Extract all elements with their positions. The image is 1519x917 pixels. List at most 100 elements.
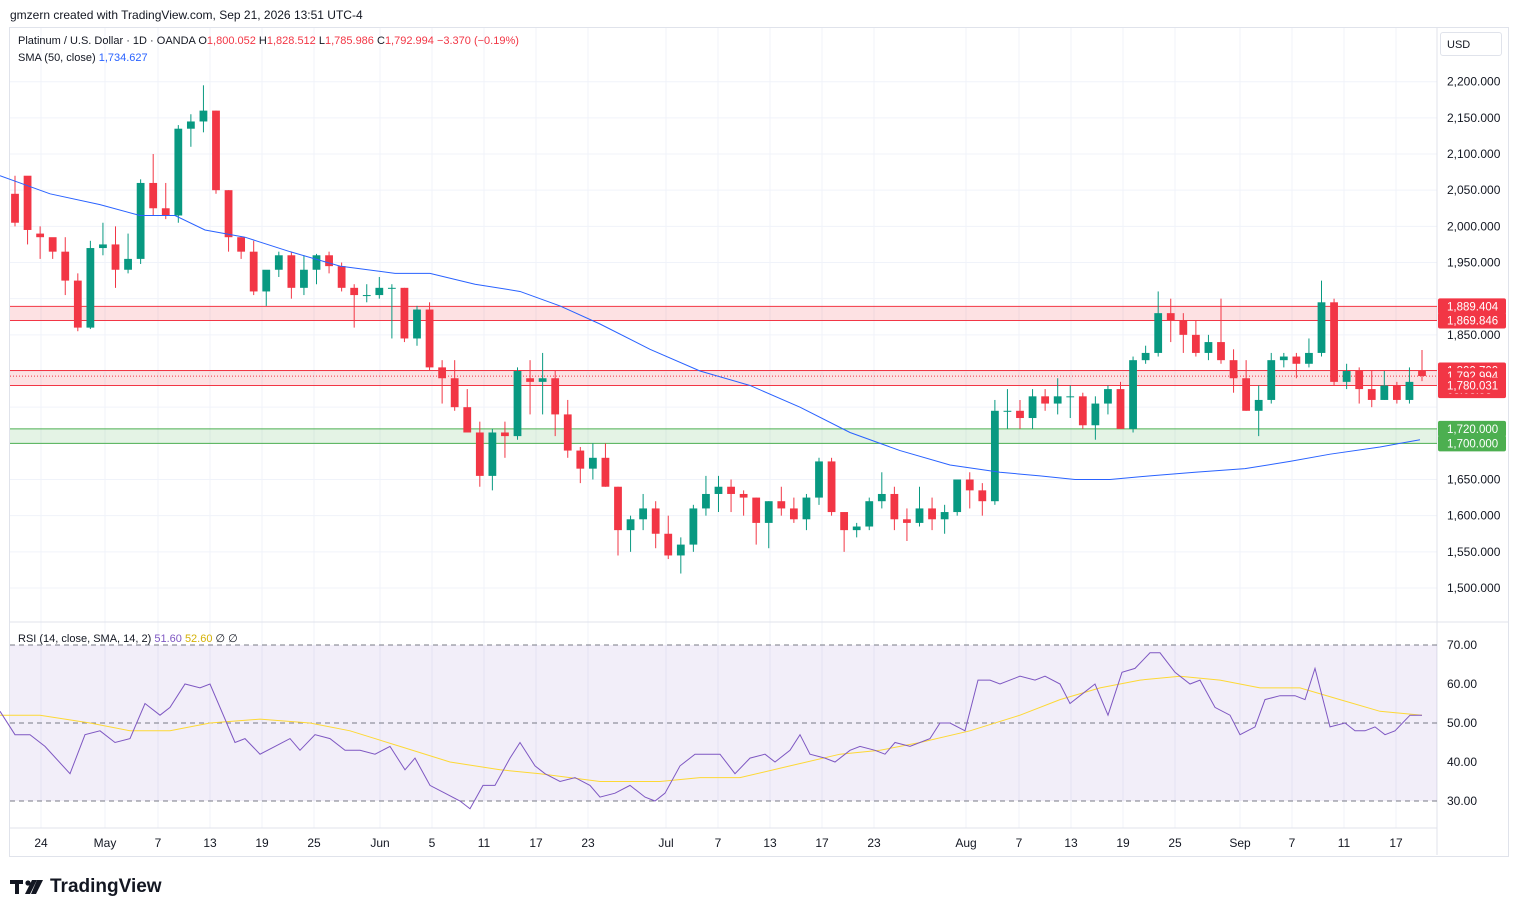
candle-body [124, 258, 132, 270]
candle [1279, 352, 1288, 368]
candle-body [337, 266, 346, 288]
candle [1242, 360, 1251, 411]
candle [174, 125, 183, 223]
candle-body [325, 255, 333, 267]
candle-body [1041, 396, 1050, 404]
candle-body [764, 501, 773, 523]
candle-body [413, 309, 421, 339]
rsi-line [0, 652, 1422, 810]
time-tick-label: 11 [478, 836, 491, 850]
candle-body [865, 501, 874, 527]
candle [563, 399, 572, 458]
rsi-label: RSI (14, close, SMA, 14, 2) [18, 633, 152, 645]
candle [1141, 345, 1150, 364]
rsi-tick-label: 40.00 [1447, 755, 1477, 769]
candle-body [1204, 342, 1213, 353]
candle [438, 360, 447, 404]
candle [237, 237, 246, 259]
candle-body [1003, 410, 1012, 412]
candle-body [186, 121, 195, 129]
candle [224, 190, 233, 252]
chart-frame [9, 27, 1509, 857]
candle-body [827, 461, 836, 513]
price-tick-label: 1,650.000 [1447, 473, 1501, 487]
candle [199, 85, 208, 133]
candle [1342, 363, 1351, 390]
candle [48, 237, 57, 259]
candle [840, 512, 849, 552]
candle-body [350, 287, 359, 296]
candle-body [262, 269, 271, 292]
resistance-zone [10, 306, 1437, 321]
candle [827, 457, 836, 516]
candle [1217, 298, 1225, 364]
candle [1292, 352, 1301, 379]
candle [1392, 381, 1401, 404]
candle-body [1367, 389, 1376, 400]
candle [274, 251, 283, 277]
candle-body [212, 110, 220, 191]
close-value: 1,792.994 [384, 35, 434, 47]
candle-body [953, 479, 962, 513]
candle-body [501, 432, 509, 437]
candle-body [86, 248, 95, 328]
candle-body [1104, 389, 1112, 404]
time-tick-label: Sep [1229, 836, 1251, 850]
chart-credit-header: gmzern created with TradingView.com, Sep… [10, 8, 363, 22]
candle-body [99, 244, 107, 249]
high-value: 1,828.512 [266, 35, 316, 47]
candle-body [174, 128, 183, 216]
candle [978, 483, 987, 516]
candle [1166, 298, 1175, 343]
candle-body [664, 533, 673, 556]
candle [73, 273, 82, 332]
candle [86, 240, 95, 330]
time-tick-label: 23 [867, 836, 881, 850]
candle [1405, 367, 1414, 404]
candle-body [136, 182, 145, 259]
rsi-sma-value: 52.60 [184, 633, 213, 645]
candle [676, 537, 685, 574]
candle-body [1129, 360, 1137, 429]
candle [1229, 349, 1238, 393]
price-tick-label: 2,200.000 [1447, 75, 1501, 89]
time-tick-label: May [94, 836, 117, 850]
candle-body [312, 255, 321, 270]
tradingview-logo-icon [10, 880, 43, 894]
candle [1129, 356, 1137, 433]
candle [1418, 350, 1426, 382]
price-tag-label: 1,720.000 [1447, 424, 1498, 436]
candle-body [362, 295, 371, 297]
candle [651, 501, 660, 549]
candle [626, 515, 635, 552]
candle [752, 497, 761, 545]
candle-body [513, 371, 522, 437]
price-tick-label: 2,050.000 [1447, 183, 1501, 197]
time-tick-label: 13 [203, 836, 217, 850]
candle [1355, 367, 1364, 404]
candle-body [752, 497, 761, 523]
candle-body [802, 497, 811, 520]
price-tick-label: 1,500.000 [1447, 581, 1501, 595]
candle-body [1279, 356, 1288, 361]
time-tick-label: 25 [307, 836, 321, 850]
candle [1367, 371, 1376, 408]
candle-body [538, 378, 547, 382]
sma-line [0, 175, 1421, 481]
candle [890, 486, 899, 531]
candle [815, 457, 823, 505]
price-tag [1438, 377, 1506, 394]
candle [526, 360, 534, 415]
candle [877, 472, 886, 509]
candle-body [915, 508, 924, 523]
candle [463, 389, 472, 433]
candle-body [990, 410, 999, 502]
candle-body [1242, 378, 1251, 411]
candle-body [965, 479, 974, 491]
candle-body [11, 193, 19, 223]
currency-button[interactable]: USD [1440, 32, 1502, 56]
candle [501, 421, 509, 458]
candle [664, 515, 673, 560]
candle [953, 479, 962, 516]
